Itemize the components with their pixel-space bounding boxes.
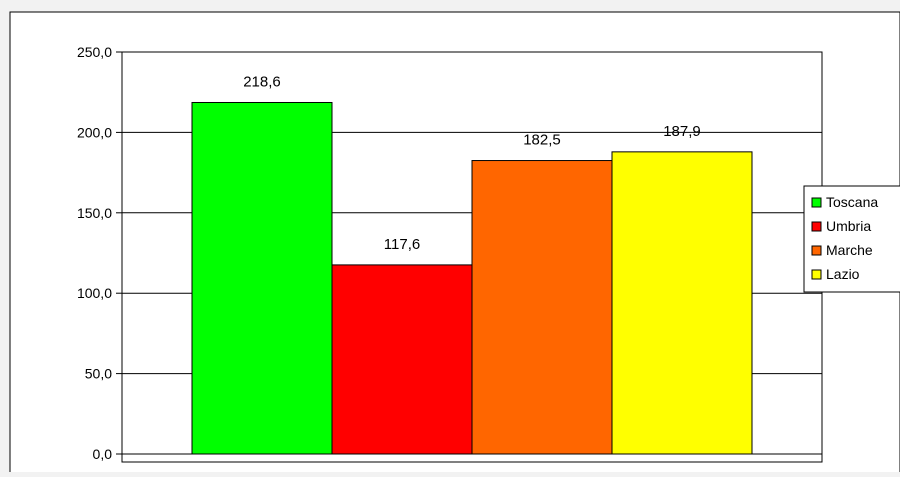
legend-label: Umbria — [826, 218, 871, 234]
legend: Toscana Umbria Marche Lazio — [803, 185, 900, 293]
bar-umbria — [331, 264, 473, 455]
y-tick-label: 50,0 — [85, 366, 112, 382]
y-tick-label: 200,0 — [77, 124, 112, 140]
data-labels: 218,6 117,6 182,5 187,9 — [243, 73, 701, 252]
y-tick-label: 100,0 — [77, 285, 112, 301]
y-tick-label: 150,0 — [77, 205, 112, 221]
bars — [191, 101, 753, 455]
legend-swatch — [811, 245, 822, 256]
data-label: 117,6 — [384, 236, 420, 253]
y-axis: 0,0 50,0 100,0 150,0 200,0 250,0 — [77, 44, 822, 462]
legend-swatch — [811, 221, 822, 232]
bar-toscana — [191, 101, 333, 455]
bar-lazio — [611, 151, 753, 455]
legend-label: Marche — [826, 242, 873, 258]
data-label: 182,5 — [523, 132, 561, 149]
data-label: 187,9 — [663, 123, 701, 140]
data-label: 218,6 — [243, 73, 281, 90]
bar-marche — [471, 160, 613, 455]
legend-swatch — [811, 197, 822, 208]
legend-label: Toscana — [826, 194, 878, 210]
legend-label: Lazio — [826, 266, 860, 282]
y-tick-label: 0,0 — [93, 446, 113, 462]
legend-swatch — [811, 269, 822, 280]
y-tick-label: 250,0 — [77, 44, 112, 60]
